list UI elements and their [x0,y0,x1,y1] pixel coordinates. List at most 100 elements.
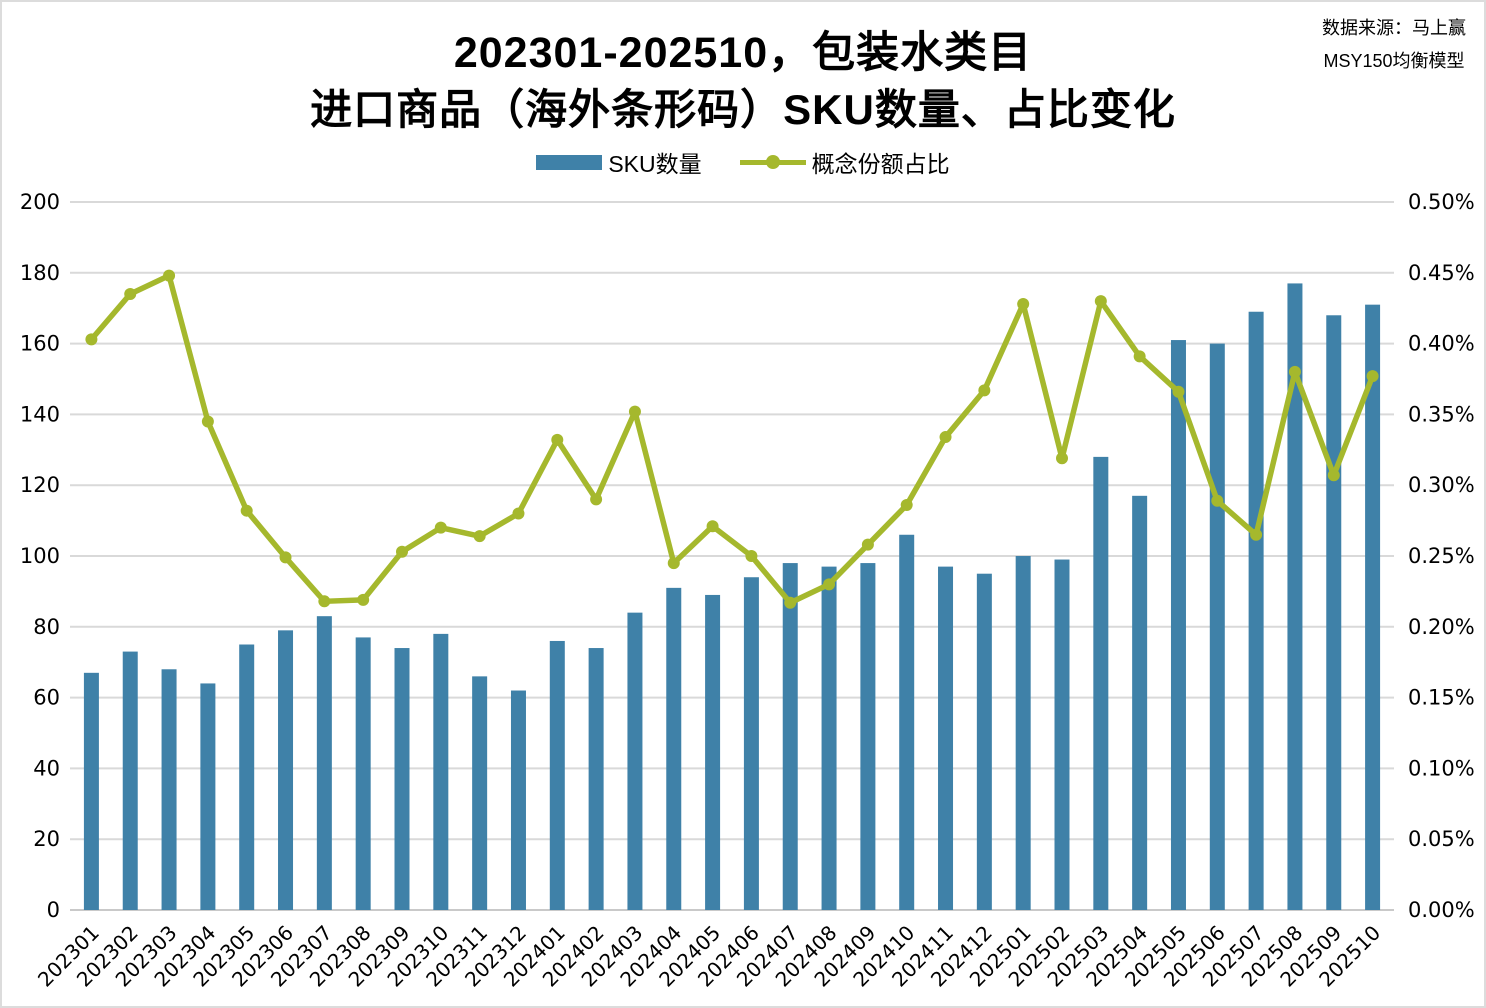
left-axis-tick-label: 140 [20,402,60,426]
right-axis-tick-label: 0.40% [1408,332,1475,356]
sku-bar-202310 [433,633,449,910]
legend: SKU数量 概念份额占比 [2,145,1484,179]
sku-bar-202510 [1365,304,1381,910]
share-point-202411 [939,431,952,444]
sku-bar-202502 [1054,559,1070,910]
sku-bar-202304 [200,683,216,910]
data-source-line2: MSY150均衡模型 [1323,51,1465,72]
share-point-202303 [163,269,176,282]
sku-bar-202504 [1132,495,1148,910]
share-line-swatch-icon [739,154,806,170]
sku-bar-202307 [316,616,332,910]
share-point-202504 [1133,350,1146,363]
legend-share-label: 概念份额占比 [811,151,950,177]
sku-bar-202308 [355,637,371,910]
sku-bar-202306 [278,630,294,910]
sku-bar-202402 [588,648,604,910]
sku-bar-202509 [1326,315,1342,910]
sku-bar-202312 [510,690,526,910]
right-axis-tick-label: 0.15% [1408,686,1475,710]
right-axis-tick-label: 0.20% [1408,615,1475,639]
share-point-202307 [318,595,331,608]
left-axis-tick-label: 60 [33,686,60,710]
right-axis-tick-label: 0.30% [1408,473,1475,497]
share-point-202509 [1327,469,1340,482]
share-line [88,272,1376,606]
share-point-202507 [1250,528,1263,541]
legend-item-sku: SKU数量 [536,145,702,179]
share-point-202405 [706,520,719,533]
share-point-202305 [240,504,253,517]
sku-bar-202505 [1170,340,1186,910]
sku-bar-202311 [472,676,488,910]
left-axis-tick-label: 100 [20,544,60,568]
sku-bar-202309 [394,648,410,910]
sku-bar-202410 [899,534,915,910]
left-axis-tick-label: 40 [33,756,60,780]
chart-subtitle: 进口商品（海外条形码）SKU数量、占比变化 [310,86,1176,133]
sku-bar-202405 [705,594,721,910]
sku-bar-202303 [161,669,177,910]
data-source-note: 数据来源：马上赢 MSY150均衡模型 [1322,12,1466,79]
left-axis-tick-label: 20 [33,827,60,851]
left-axis-tick-label: 120 [20,473,60,497]
sku-bar-202406 [743,577,759,910]
left-axis-tick-label: 200 [20,190,60,214]
left-axis-tick-label: 0 [47,898,60,922]
share-point-202409 [861,538,874,551]
share-point-202408 [823,578,836,591]
share-point-202301 [85,333,98,346]
share-point-202401 [551,433,564,446]
left-axis-tick-label: 180 [20,261,60,285]
sku-bar-202408 [821,566,837,910]
right-axis-tick-label: 0.05% [1408,827,1475,851]
sku-bar-202403 [627,612,643,910]
right-axis-tick-label: 0.00% [1408,898,1475,922]
legend-sku-label: SKU数量 [608,151,702,177]
sku-bar-202401 [549,640,565,910]
sku-bar-202411 [938,566,954,910]
sku-bar-202507 [1248,311,1264,910]
share-point-202306 [279,551,292,564]
share-point-202506 [1211,494,1224,507]
share-point-202505 [1172,385,1185,398]
right-axis-tick-label: 0.10% [1408,756,1475,780]
share-point-202404 [667,557,680,570]
share-point-202309 [396,545,408,558]
left-axis-tick-label: 80 [33,615,60,639]
share-point-202508 [1288,365,1301,378]
share-point-202501 [1017,297,1030,310]
left-axis-tick-label: 160 [20,332,60,356]
sku-bar-swatch-icon [536,154,603,170]
sku-bar-202301 [83,672,99,910]
sku-bar-202508 [1287,283,1303,910]
share-point-202403 [628,405,641,418]
share-point-202402 [590,493,603,506]
share-point-202304 [201,415,214,428]
sku-bar-202302 [122,651,138,910]
share-point-202502 [1056,452,1068,465]
legend-item-share: 概念份额占比 [739,145,950,179]
right-axis-tick-label: 0.50% [1408,190,1475,214]
sku-bar-202503 [1093,456,1109,910]
share-point-202310 [434,521,447,534]
share-point-202406 [745,550,758,562]
right-axis-tick-label: 0.25% [1408,544,1475,568]
share-point-202503 [1094,295,1107,308]
chart-title: 202301-202510，包装水类目 [453,29,1033,77]
sku-bar-202409 [860,563,876,910]
sku-bar-202412 [976,573,992,910]
share-point-202412 [978,384,991,397]
share-point-202302 [124,288,137,301]
sku-bar-202404 [666,587,682,910]
sku-bar-202305 [239,644,255,910]
share-point-202407 [784,596,797,609]
right-axis-tick-label: 0.45% [1408,261,1475,285]
share-point-202308 [357,593,370,606]
share-point-202312 [512,507,525,520]
sku-bar-202506 [1209,343,1225,911]
share-point-202510 [1366,370,1379,383]
share-point-202410 [900,499,913,512]
